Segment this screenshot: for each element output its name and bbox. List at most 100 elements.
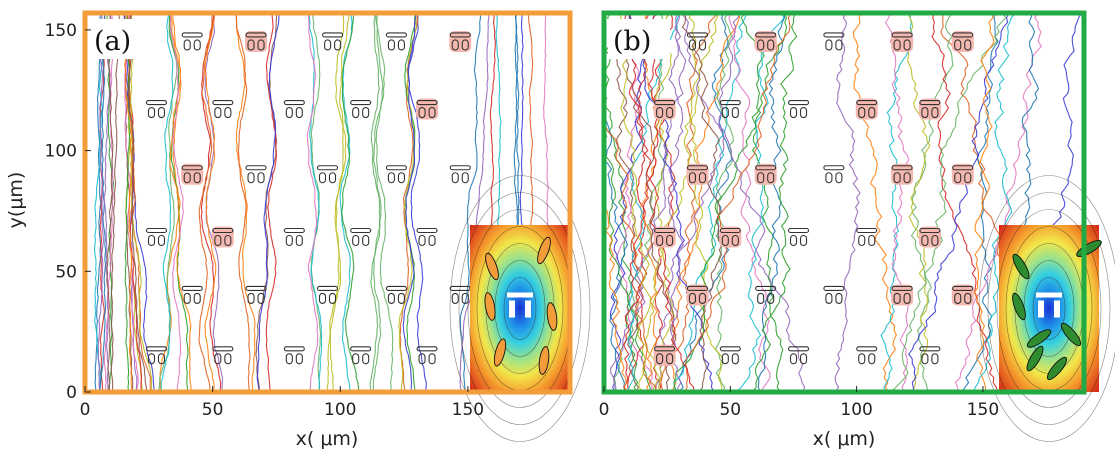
inset-contour <box>996 209 1102 408</box>
panel-b-frame <box>601 10 1087 395</box>
trajectory <box>751 13 798 392</box>
trajectory <box>890 13 1007 392</box>
obstacle <box>350 100 372 119</box>
trajectory <box>604 202 629 392</box>
inset-pillar-bar <box>1036 292 1062 298</box>
trajectory <box>158 13 178 392</box>
trajectory <box>256 13 280 392</box>
obstacle <box>787 346 810 365</box>
obstacle <box>719 100 741 119</box>
trajectory <box>604 115 629 392</box>
obstacle <box>350 227 372 247</box>
obstacle <box>316 285 339 304</box>
obstacle <box>951 163 974 185</box>
obstacle <box>316 165 339 184</box>
obstacle <box>855 98 878 120</box>
trajectories-b <box>604 13 1084 392</box>
obstacle <box>653 98 676 120</box>
trajectory <box>613 13 666 392</box>
axes-b: 0 50 100 150 <box>599 386 999 420</box>
trajectory <box>973 13 1017 392</box>
obstacle <box>653 344 676 366</box>
inset-contour <box>503 277 537 340</box>
y-tick-label: 50 <box>55 262 77 282</box>
obstacle <box>245 30 268 52</box>
trajectory <box>673 13 748 392</box>
trajectory <box>306 13 319 392</box>
x-tick-label: 150 <box>967 400 999 420</box>
trajectories-a <box>93 13 549 392</box>
trajectory <box>627 13 681 392</box>
trajectory <box>128 13 148 392</box>
axes-a: 0 50 100 150 0 50 100 150 <box>45 21 485 420</box>
x-axis-label-b: x( μm) <box>813 428 876 450</box>
obstacle <box>181 32 203 51</box>
trajectory <box>204 13 224 392</box>
obstacle <box>416 98 439 120</box>
panel-b-label: (b) <box>613 26 651 57</box>
x-tick-label: 50 <box>202 400 224 420</box>
obstacle <box>719 346 741 365</box>
inset-particle <box>546 302 558 331</box>
obstacle <box>891 30 914 52</box>
obstacle <box>449 165 471 184</box>
obstacle <box>211 226 234 248</box>
trajectory <box>615 13 642 392</box>
obstacle <box>686 284 709 306</box>
inset-contour <box>1032 277 1066 340</box>
inset-pillar-right <box>1054 300 1060 318</box>
inset-particle <box>538 346 550 375</box>
trajectory <box>623 13 661 392</box>
x-tick-label: 100 <box>324 400 356 420</box>
trajectory <box>677 13 732 392</box>
obstacle <box>245 165 267 184</box>
trajectory <box>341 13 360 392</box>
trajectory <box>407 13 427 392</box>
trajectory <box>124 13 131 392</box>
trajectory <box>375 13 394 392</box>
obstacle <box>755 285 777 304</box>
obstacle <box>719 226 742 248</box>
obstacle <box>891 163 914 185</box>
obstacle <box>283 346 305 365</box>
trajectory <box>667 13 684 392</box>
trajectory <box>402 13 417 392</box>
trajectory <box>123 13 155 392</box>
inset-particle <box>1012 292 1026 321</box>
obstacle <box>145 100 168 119</box>
trajectory <box>681 13 723 392</box>
trajectory <box>604 13 652 392</box>
trajectory <box>639 13 660 392</box>
inset-particle <box>493 338 507 367</box>
trajectory <box>610 13 687 392</box>
trajectory <box>660 13 719 392</box>
inset-contour <box>978 175 1115 442</box>
trajectory <box>308 13 323 392</box>
trajectory <box>326 13 350 392</box>
inset-contour <box>449 175 591 442</box>
x-tick-label: 0 <box>80 400 91 420</box>
obstacle <box>283 100 305 119</box>
trajectory <box>880 13 914 392</box>
inset-potential-a <box>449 175 591 442</box>
trajectory <box>398 13 417 392</box>
trajectory <box>198 13 213 392</box>
trajectory <box>620 13 652 392</box>
trajectory <box>459 13 482 392</box>
obstacle <box>787 100 810 119</box>
trajectory <box>654 13 675 392</box>
trajectory <box>459 13 490 392</box>
inset-pillar-left <box>1038 300 1044 318</box>
panel-a-label-bg <box>89 19 151 59</box>
obstacle <box>212 100 234 119</box>
obstacle <box>856 346 878 365</box>
trajectory <box>673 13 788 392</box>
obstacle <box>181 285 203 304</box>
trajectory <box>834 13 861 392</box>
x-axis-label-a: x( μm) <box>296 428 359 450</box>
trajectory <box>973 13 995 392</box>
trajectory <box>906 13 931 392</box>
panel-a: (a) 0 50 100 150 0 50 100 150 x( μm) y(μm) <box>5 10 591 450</box>
obstacle <box>653 226 676 248</box>
